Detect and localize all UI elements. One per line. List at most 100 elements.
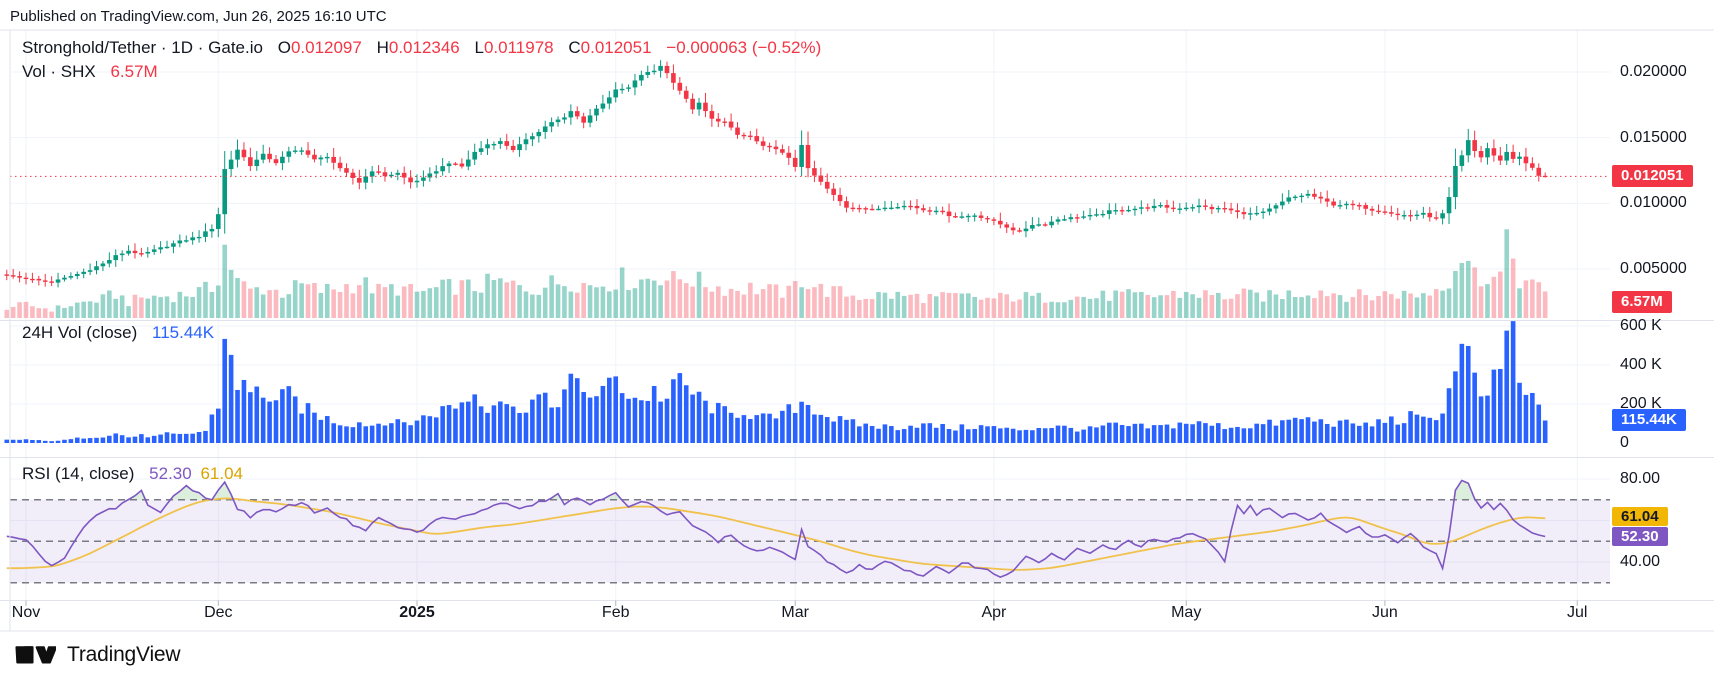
candle	[10, 275, 16, 277]
candle	[1215, 207, 1221, 210]
candle	[209, 228, 215, 232]
candle	[1113, 210, 1118, 212]
candle	[998, 220, 1003, 225]
candle	[1395, 213, 1401, 216]
candle	[1299, 195, 1304, 198]
candle	[1139, 207, 1144, 209]
candle	[36, 278, 42, 281]
candle	[1254, 212, 1260, 215]
candle	[1042, 224, 1048, 226]
candle	[216, 214, 221, 229]
candle	[953, 216, 958, 218]
candle	[87, 270, 93, 272]
high-value: 0.012346	[388, 38, 460, 57]
candle	[837, 194, 843, 202]
candle	[901, 205, 907, 208]
candle	[1074, 217, 1080, 219]
candle	[972, 215, 977, 217]
rsi-ma-line	[6, 497, 1546, 571]
high-label: H	[376, 38, 389, 57]
price-axis-label: 80.00	[1620, 470, 1661, 487]
price-axis-label: 0.005000	[1620, 259, 1687, 277]
tradingview-logo-icon	[15, 646, 56, 664]
rsi-ma-value: 61.04	[200, 464, 243, 483]
candle	[1389, 212, 1394, 214]
candle	[1369, 208, 1375, 211]
candle	[331, 156, 336, 163]
price-axis-label: 600 K	[1620, 317, 1662, 334]
candle	[914, 205, 920, 209]
candle	[581, 116, 586, 123]
candle	[132, 250, 138, 254]
candle	[446, 163, 452, 167]
candle	[1465, 140, 1471, 156]
tradingview-logo[interactable]: TradingView	[14, 642, 181, 667]
candle	[985, 217, 990, 220]
candle	[1267, 208, 1272, 212]
candle	[100, 263, 106, 267]
candle	[376, 171, 381, 173]
candle	[824, 181, 830, 189]
candle	[55, 279, 61, 283]
candle	[119, 253, 125, 256]
candle	[1241, 212, 1247, 215]
candle	[709, 111, 715, 119]
candle	[1100, 213, 1106, 216]
candle	[889, 207, 894, 210]
candle	[369, 171, 375, 177]
candle	[1151, 205, 1157, 209]
time-axis-label: Jul	[1566, 604, 1588, 621]
publish-header: Published on TradingView.com, Jun 26, 20…	[10, 8, 387, 25]
candle	[1427, 212, 1433, 218]
candle	[1440, 213, 1445, 219]
price-axis-label: 400 K	[1620, 356, 1662, 373]
candle	[1087, 214, 1093, 217]
candle	[1030, 224, 1035, 229]
candle	[728, 121, 734, 128]
candle	[1081, 216, 1086, 218]
candle	[568, 111, 574, 118]
candle	[722, 121, 727, 123]
candle	[1382, 211, 1388, 213]
candle	[1485, 148, 1490, 158]
volume-legend: Vol · SHX 6.57M	[22, 62, 158, 82]
candle	[1478, 151, 1484, 158]
price-axis-label: 40.00	[1620, 553, 1661, 570]
volume-badge: 6.57M	[1612, 291, 1672, 313]
candle	[30, 278, 35, 281]
candle	[23, 277, 29, 280]
change-value: −0.000063 (−0.52%)	[666, 38, 822, 57]
candle	[1433, 217, 1439, 219]
candle	[1004, 224, 1010, 228]
time-axis-label: Feb	[601, 604, 630, 621]
candle	[267, 153, 272, 160]
candle	[991, 219, 997, 221]
candle	[786, 152, 792, 158]
candle	[222, 169, 228, 215]
candle	[1273, 205, 1279, 209]
candle	[773, 146, 779, 150]
rsi-legend: RSI (14, close) 52.30 61.04	[22, 464, 243, 484]
candle	[959, 216, 965, 218]
gridlines	[10, 30, 1610, 600]
candle	[421, 177, 426, 181]
candle	[677, 82, 683, 91]
candle	[1228, 208, 1234, 211]
vol24-layer	[4, 321, 1548, 443]
candle	[190, 237, 195, 241]
candle	[1414, 214, 1420, 217]
candle	[433, 171, 439, 174]
candle	[1106, 210, 1112, 214]
candle	[1286, 197, 1292, 202]
candle	[164, 246, 170, 249]
main-legend: Stronghold/Tether · 1D · Gate.io O0.0120…	[22, 38, 821, 58]
candle	[735, 127, 740, 135]
time-axis-label: May	[1171, 604, 1202, 621]
candle	[549, 122, 554, 127]
candle	[696, 102, 702, 110]
candle	[792, 157, 798, 167]
candle	[363, 176, 369, 183]
candle	[1209, 206, 1215, 210]
candle	[921, 208, 926, 211]
